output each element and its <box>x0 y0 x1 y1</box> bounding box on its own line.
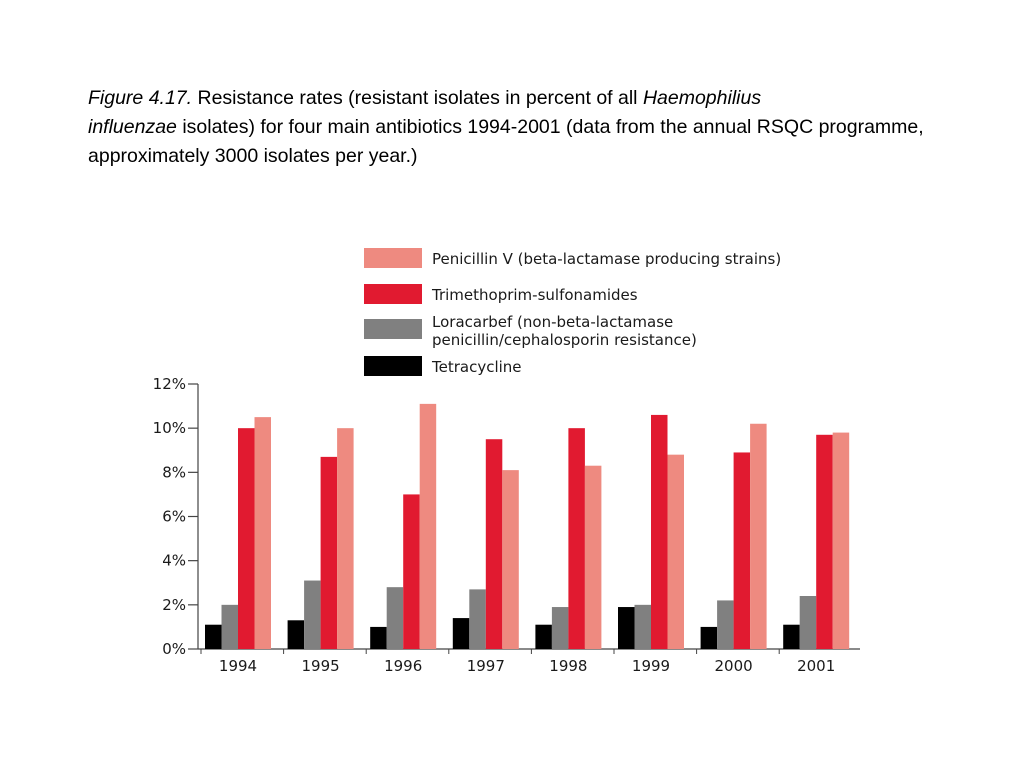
caption-text-1: Resistance rates (resistant isolates in … <box>192 87 643 109</box>
y-tick-label: 4% <box>162 552 186 570</box>
bar-1994-series-2 <box>238 428 255 649</box>
bar-1994-series-1 <box>221 604 238 649</box>
bar-1996-series-1 <box>386 587 404 649</box>
bar-1994-series-3 <box>254 417 271 649</box>
bar-1998-series-3 <box>584 465 602 649</box>
bar-1998-series-1 <box>551 607 569 649</box>
figure-caption: Figure 4.17. Resistance rates (resistant… <box>88 84 948 171</box>
bar-1997-series-1 <box>469 589 486 649</box>
bar-2000-series-2 <box>733 452 751 649</box>
bar-1995-series-2 <box>320 456 338 649</box>
x-tick-label: 1994 <box>219 657 257 675</box>
bar-2001-series-3 <box>832 432 850 649</box>
bar-1995-series-1 <box>304 580 321 649</box>
legend-label-2: Trimethoprim-sulfonamides <box>431 286 638 304</box>
x-tick-label: 1996 <box>384 657 422 675</box>
bar-2000-series-0 <box>700 626 718 649</box>
legend-swatch-0 <box>364 356 422 376</box>
bar-1997-series-0 <box>452 618 470 649</box>
x-tick-label: 1997 <box>467 657 505 675</box>
legend-label-1: penicillin/cephalosporin resistance) <box>432 331 697 349</box>
bar-1996-series-2 <box>403 494 420 649</box>
legend-label-0: Tetracycline <box>431 358 522 376</box>
legend-swatch-1 <box>364 319 422 339</box>
bar-1998-series-0 <box>535 624 552 649</box>
organism-species: influenzae <box>88 116 177 138</box>
bar-1999-series-0 <box>618 607 635 649</box>
legend-label-3: Penicillin V (beta-lactamase producing s… <box>432 250 781 268</box>
bar-1998-series-2 <box>568 428 585 649</box>
y-tick-label: 6% <box>162 508 186 526</box>
x-tick-label: 1998 <box>549 657 587 675</box>
bar-1995-series-3 <box>337 428 354 649</box>
bar-2000-series-1 <box>717 600 734 649</box>
x-tick-label: 1999 <box>632 657 670 675</box>
bar-1999-series-2 <box>651 414 668 649</box>
bar-1999-series-1 <box>634 604 651 649</box>
bar-2001-series-1 <box>799 596 817 649</box>
legend-swatch-2 <box>364 284 422 304</box>
bar-1997-series-3 <box>502 470 519 649</box>
caption-text-2: isolates) for four main antibiotics 1994… <box>88 116 924 167</box>
x-tick-label: 1995 <box>302 657 340 675</box>
legend-label-1: Loracarbef (non-beta-lactamase <box>432 313 673 331</box>
x-tick-label: 2000 <box>715 657 753 675</box>
y-tick-label: 8% <box>162 463 186 481</box>
legend-swatch-3 <box>364 248 422 268</box>
x-tick-label: 2001 <box>797 657 835 675</box>
organism-genus: Haemophilius <box>642 87 762 109</box>
bar-1994-series-0 <box>205 624 222 649</box>
bar-1995-series-0 <box>287 620 305 649</box>
y-tick-label: 2% <box>162 596 186 614</box>
bar-1996-series-3 <box>419 403 437 649</box>
y-tick-label: 12% <box>153 375 186 393</box>
bar-2001-series-2 <box>816 434 833 649</box>
bar-2000-series-3 <box>750 423 767 649</box>
bar-2001-series-0 <box>783 624 800 649</box>
figure-label: Figure 4.17. <box>88 87 193 109</box>
y-tick-label: 0% <box>162 640 186 658</box>
bar-1996-series-0 <box>370 626 387 649</box>
bar-1999-series-3 <box>667 454 684 649</box>
y-tick-label: 10% <box>153 419 186 437</box>
bar-1997-series-2 <box>485 439 503 649</box>
